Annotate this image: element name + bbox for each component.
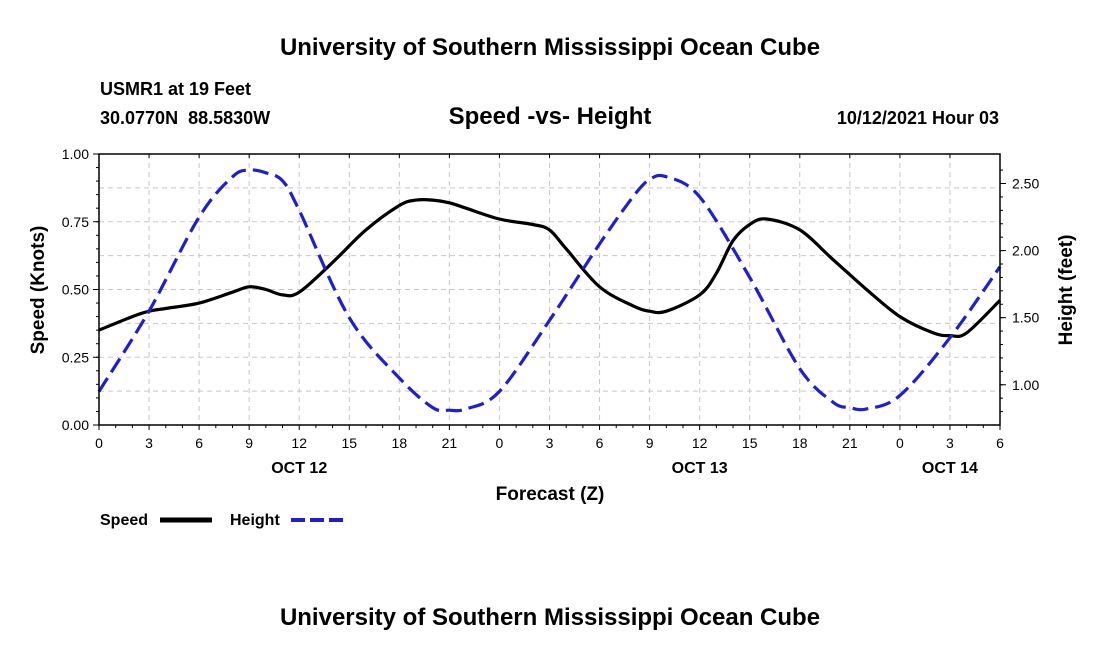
date-label: OCT 14: [922, 460, 978, 477]
x-tick-label: 12: [291, 435, 307, 451]
x-tick-label: 3: [946, 435, 954, 451]
y2-tick-label: 2.00: [1012, 243, 1039, 259]
y2-tick-label: 1.50: [1012, 310, 1039, 326]
y2-tick-label: 1.00: [1012, 377, 1039, 393]
x-tick-label: 12: [692, 435, 708, 451]
x-tick-label: 18: [792, 435, 808, 451]
x-tick-label: 0: [896, 435, 904, 451]
x-axis-title: Forecast (Z): [496, 484, 605, 505]
x-tick-label: 21: [442, 435, 458, 451]
page-title: University of Southern Mississippi Ocean…: [280, 34, 820, 61]
x-tick-label: 18: [392, 435, 408, 451]
y-tick-label: 0.25: [62, 349, 89, 365]
legend: Speed Height: [100, 512, 343, 529]
x-tick-label: 6: [996, 435, 1004, 451]
y2-axis-title: Height (feet): [1056, 235, 1077, 346]
series-layer: [97, 168, 1002, 413]
x-tick-label: 0: [95, 435, 103, 451]
y-tick-label: 0.00: [62, 417, 89, 433]
y-tick-label: 0.50: [62, 282, 89, 298]
x-tick-label: 6: [596, 435, 604, 451]
x-tick-label: 3: [145, 435, 153, 451]
x-tick-label: 21: [842, 435, 858, 451]
date-label: OCT 12: [271, 460, 327, 477]
footer-title: University of Southern Mississippi Ocean…: [280, 604, 820, 631]
x-tick-label: 15: [341, 435, 357, 451]
series-line-height: [97, 168, 1002, 413]
station-label: USMR1 at 19 Feet: [100, 79, 251, 99]
x-tick-label: 9: [646, 435, 654, 451]
y-tick-label: 0.75: [62, 214, 89, 230]
legend-speed-label: Speed: [100, 512, 148, 529]
series-line-speed: [98, 197, 1002, 339]
legend-height-label: Height: [230, 512, 280, 529]
y-axis-title: Speed (Knots): [28, 226, 49, 355]
x-tick-label: 9: [245, 435, 253, 451]
date-label: OCT 13: [672, 460, 728, 477]
y-tick-label: 1.00: [62, 146, 89, 162]
plot-title: Speed -vs- Height: [449, 103, 652, 130]
x-tick-label: 6: [195, 435, 203, 451]
y2-tick-label: 2.50: [1012, 176, 1039, 192]
coordinates-label: 30.0770N 88.5830W: [100, 108, 270, 128]
x-tick-label: 3: [546, 435, 554, 451]
grid: [99, 154, 1000, 425]
datetime-label: 10/12/2021 Hour 03: [837, 108, 999, 128]
x-tick-label: 0: [496, 435, 504, 451]
axes: 0 3 6 9 12 15 18 21 0 3 6 9 12 15 18 21 0 3 6 OCT 12 OCT 13 O…: [62, 146, 1040, 477]
x-tick-label: 15: [742, 435, 758, 451]
